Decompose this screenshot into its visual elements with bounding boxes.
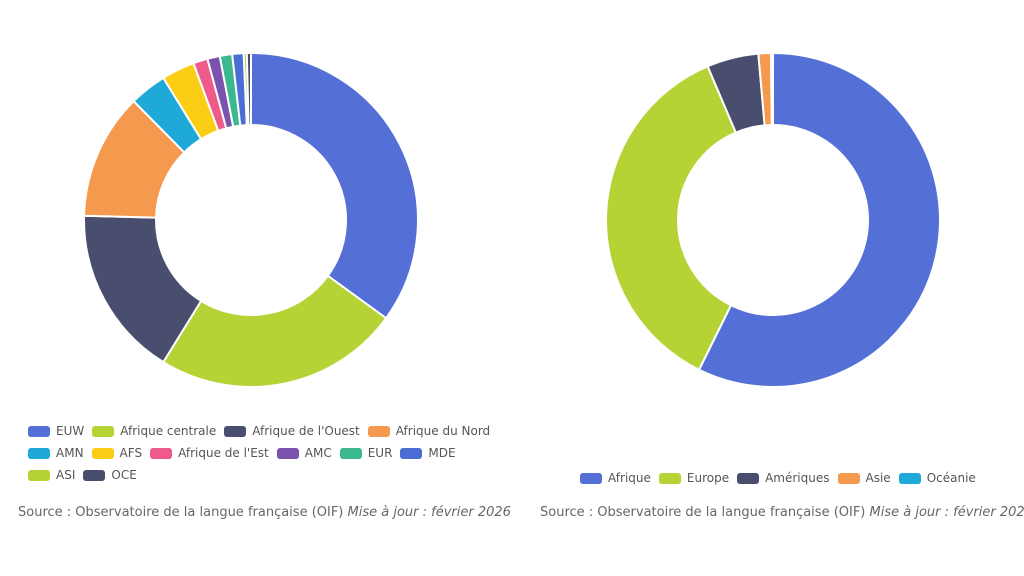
legend-label: MDE — [428, 446, 456, 460]
legend-swatch — [150, 447, 173, 459]
legend-swatch — [400, 447, 423, 459]
legend-item[interactable]: OCE — [83, 468, 137, 482]
legend-label: Afrique du Nord — [395, 424, 491, 438]
legend-swatch — [658, 472, 681, 484]
legend-item[interactable]: Afrique de l'Est — [150, 446, 269, 460]
slice-oc-anie[interactable] — [769, 51, 774, 127]
legend-swatch — [28, 425, 50, 437]
legend-swatch — [580, 472, 602, 484]
legend-swatch — [367, 425, 390, 437]
legend-label: Océanie — [926, 471, 976, 485]
legend-item[interactable]: MDE — [400, 446, 456, 460]
legend-item[interactable]: Afrique du Nord — [367, 424, 491, 438]
donut-chart-right — [605, 51, 941, 388]
legend-label: Afrique de l'Ouest — [252, 424, 360, 438]
legend-item[interactable]: Océanie — [898, 471, 976, 485]
legend-swatch — [224, 425, 247, 437]
legend-swatch — [339, 447, 362, 459]
legend-item[interactable]: Afrique centrale — [92, 424, 216, 438]
legend-row: Afrique Europe Amériques Asie Océanie — [580, 467, 984, 489]
legend-swatch — [737, 472, 760, 484]
legend-item[interactable]: Amériques — [737, 471, 830, 485]
legend-item[interactable]: Europe — [658, 471, 730, 485]
legend-swatch — [92, 425, 115, 437]
legend-left: EUW Afrique centrale Afrique de l'Ouest Afr… — [28, 420, 498, 486]
legend-item[interactable]: EUR — [339, 446, 393, 460]
source-text: Source : Observatoire de la langue franç… — [18, 505, 344, 520]
legend-item[interactable]: AMC — [276, 446, 332, 460]
legend-label: Afrique — [608, 471, 651, 485]
legend-swatch — [276, 447, 299, 459]
legend-item[interactable]: AMN — [28, 446, 84, 460]
legend-row: AMN AFS Afrique de l'Est AMC EUR MDE — [28, 442, 498, 464]
legend-right: Afrique Europe Amériques Asie Océanie — [580, 467, 984, 489]
legend-label: Afrique de l'Est — [178, 446, 269, 460]
slice-afrique-centrale[interactable] — [161, 274, 388, 388]
legend-item[interactable]: Afrique — [580, 471, 651, 485]
legend-swatch — [83, 469, 106, 481]
legend-label: Asie — [865, 471, 891, 485]
slice-afrique[interactable] — [697, 51, 941, 388]
legend-label: Europe — [686, 471, 730, 485]
legend-label: AMN — [56, 446, 84, 460]
donut-chart-left — [83, 51, 419, 388]
legend-item[interactable]: AFS — [91, 446, 143, 460]
slice-europe[interactable] — [605, 65, 738, 372]
legend-item[interactable]: Afrique de l'Ouest — [224, 424, 360, 438]
source-left: Source : Observatoire de la langue franç… — [18, 505, 511, 520]
legend-label: ASI — [56, 468, 76, 482]
legend-swatch — [28, 447, 50, 459]
legend-label: AMC — [304, 446, 332, 460]
source-right: Source : Observatoire de la langue franç… — [540, 505, 1024, 520]
legend-label: Afrique centrale — [120, 424, 217, 438]
legend-item[interactable]: Asie — [837, 471, 891, 485]
legend-swatch — [28, 469, 50, 481]
legend-item[interactable]: ASI — [28, 468, 75, 482]
update-text: Mise à jour : février 2026 — [869, 505, 1024, 520]
legend-swatch — [898, 472, 921, 484]
legend-swatch — [837, 472, 860, 484]
legend-label: Amériques — [765, 471, 830, 485]
legend-row: EUW Afrique centrale Afrique de l'Ouest Afr… — [28, 420, 498, 442]
legend-swatch — [91, 447, 114, 459]
slice-euw[interactable] — [250, 51, 419, 320]
legend-row: ASI OCE — [28, 464, 498, 486]
source-text: Source : Observatoire de la langue franç… — [540, 505, 866, 520]
legend-label: EUW — [56, 424, 85, 438]
legend-item[interactable]: EUW — [28, 424, 84, 438]
update-text: Mise à jour : février 2026 — [347, 505, 511, 520]
slice-oce[interactable] — [245, 51, 252, 127]
legend-label: AFS — [119, 446, 143, 460]
legend-label: OCE — [111, 468, 137, 482]
legend-label: EUR — [367, 446, 393, 460]
